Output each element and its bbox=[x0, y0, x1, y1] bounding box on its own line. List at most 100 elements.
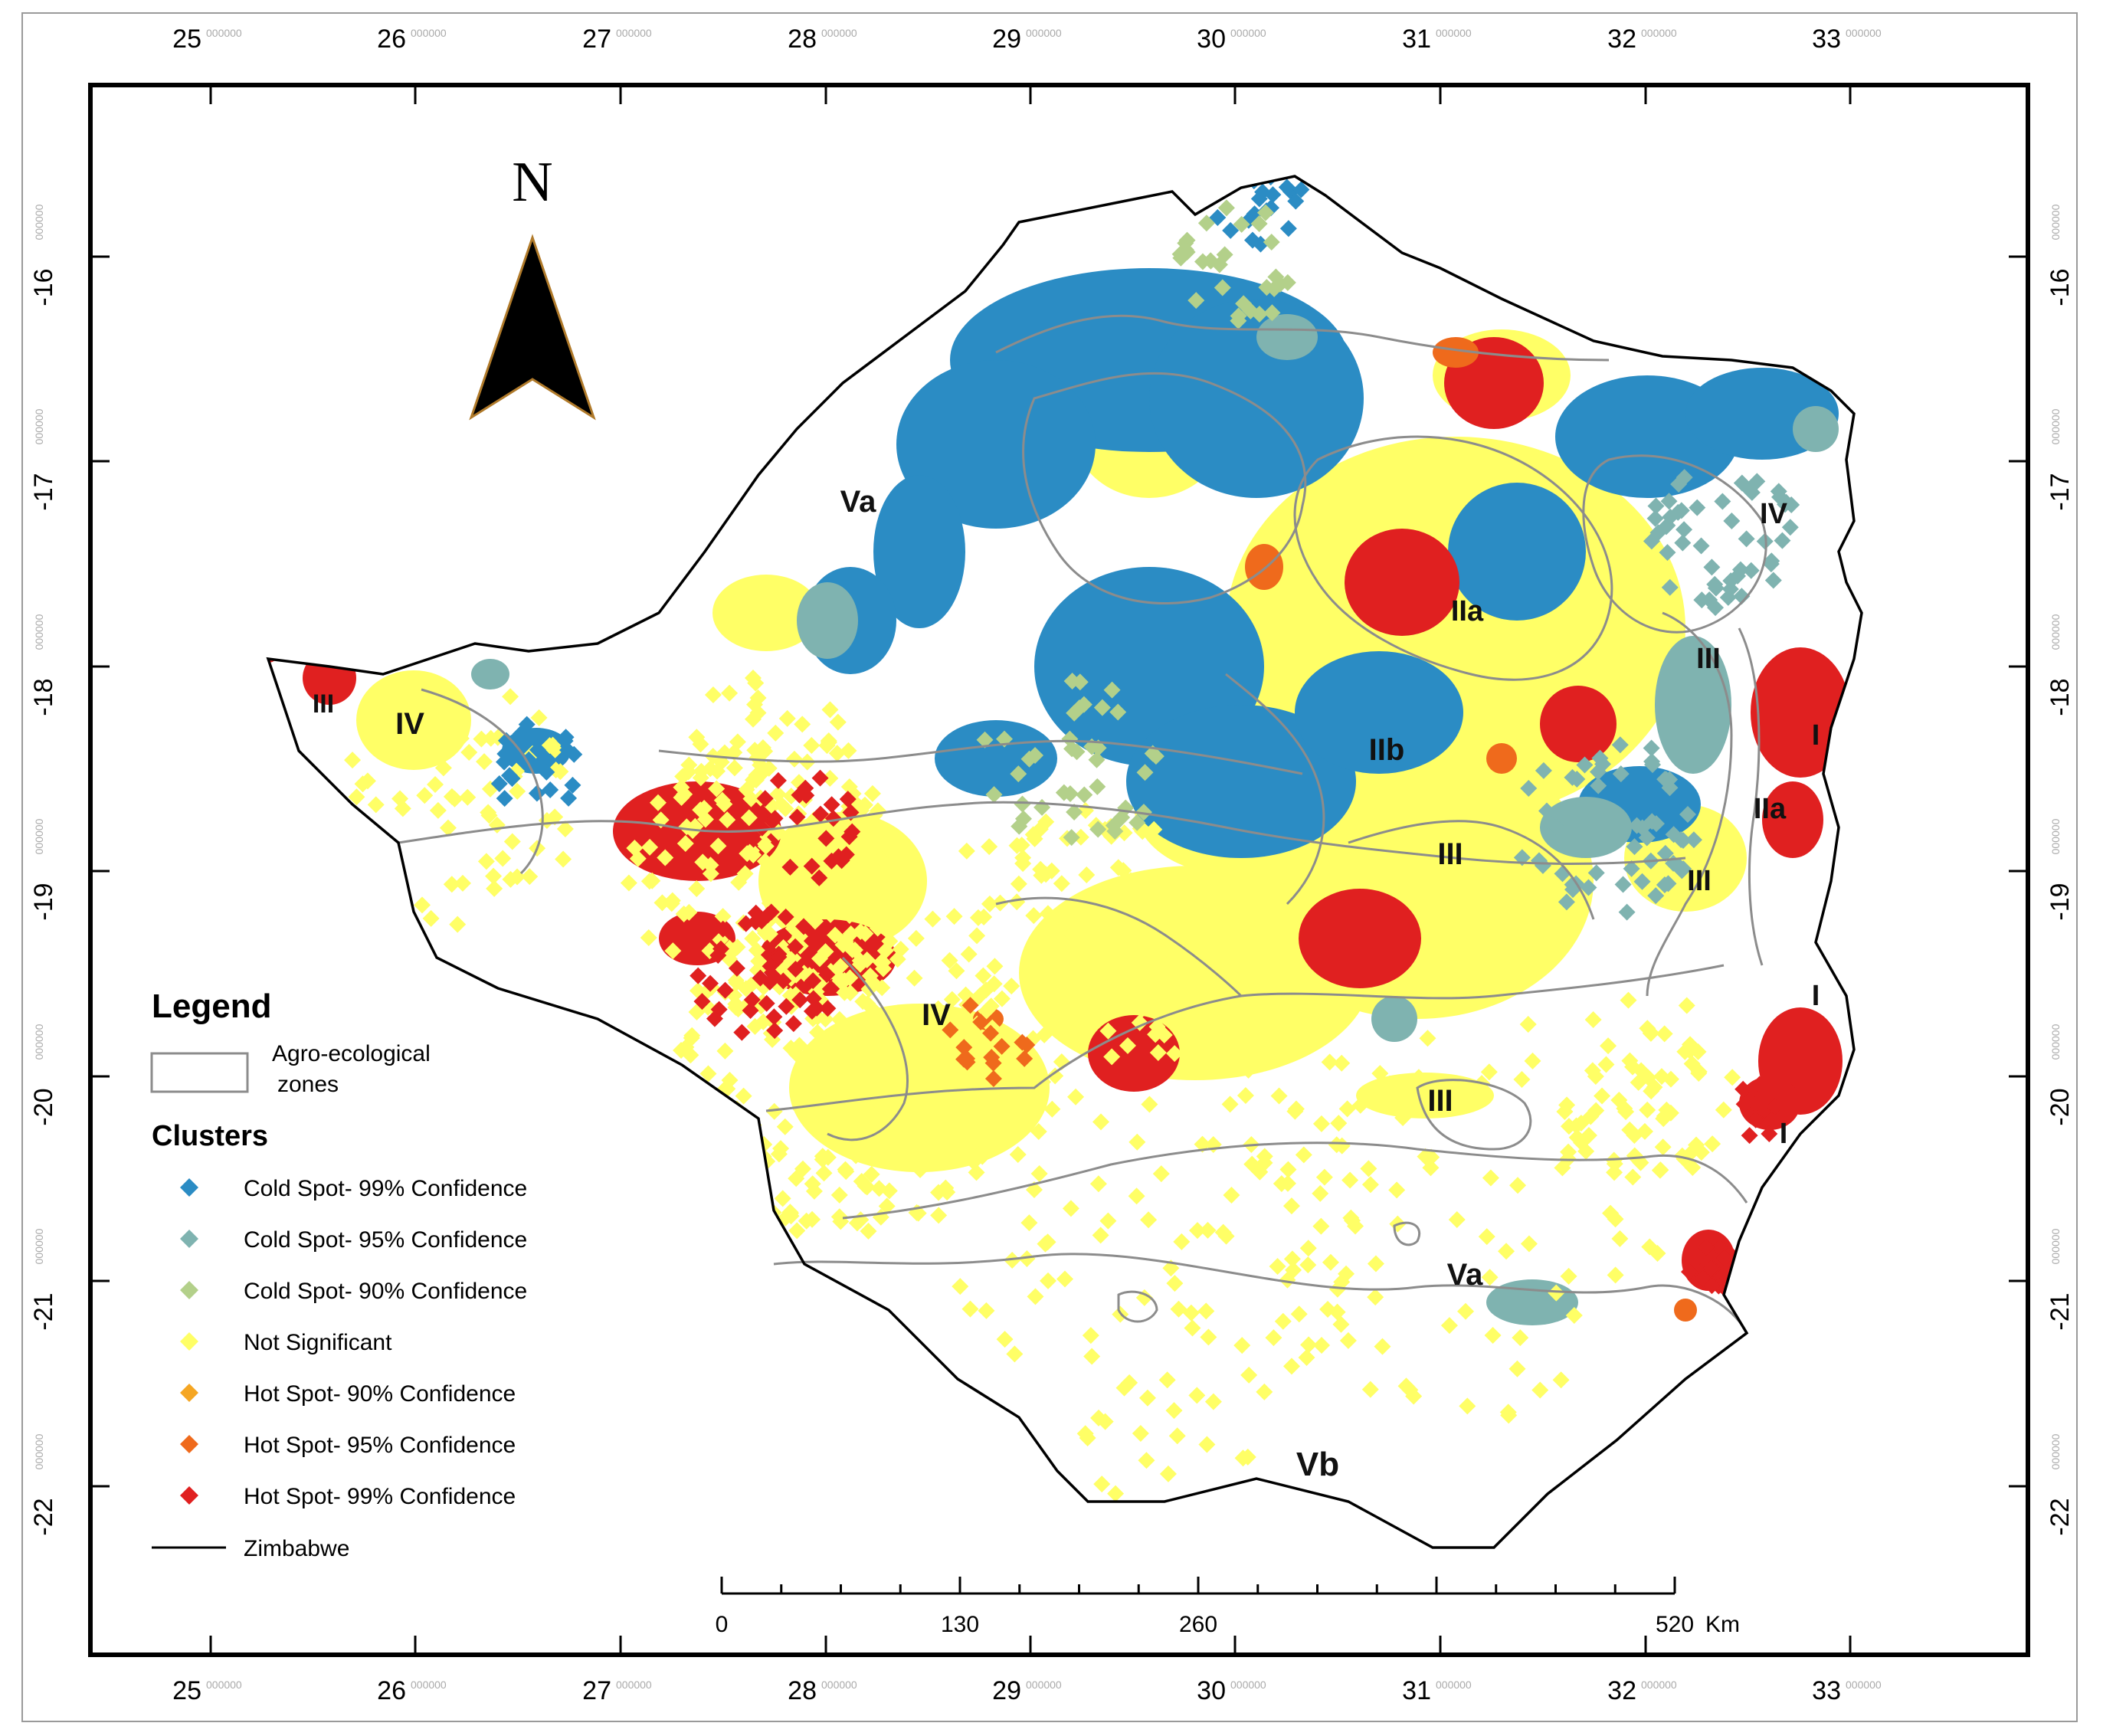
cluster-point bbox=[696, 1142, 714, 1159]
cluster-point bbox=[984, 1054, 1002, 1072]
cluster-point bbox=[745, 830, 762, 848]
zone-label: III bbox=[1427, 1084, 1453, 1118]
cluster-point bbox=[906, 969, 923, 987]
cluster-point bbox=[716, 795, 733, 813]
cluster-point bbox=[736, 1115, 754, 1132]
coordinate-suffix: 000000 bbox=[821, 1679, 857, 1691]
cluster-point bbox=[961, 997, 979, 1014]
cluster-point bbox=[1233, 215, 1250, 233]
cluster-point bbox=[1703, 558, 1721, 576]
cluster-point bbox=[889, 951, 906, 968]
cluster-point bbox=[1374, 1338, 1391, 1355]
cluster-point bbox=[788, 808, 806, 826]
cluster-point bbox=[1602, 1204, 1620, 1222]
outer-frame bbox=[21, 12, 2078, 1722]
agro-zone-swatch bbox=[150, 1052, 249, 1093]
cluster-point bbox=[1367, 1255, 1384, 1273]
cluster-point bbox=[704, 686, 722, 704]
cluster-point bbox=[787, 961, 804, 978]
cluster-point bbox=[664, 942, 682, 960]
cluster-point bbox=[958, 1050, 976, 1067]
cluster-point bbox=[1008, 893, 1026, 911]
cluster-point bbox=[454, 874, 471, 892]
cluster-point bbox=[872, 850, 889, 868]
cluster-point bbox=[1674, 534, 1692, 552]
cluster-point bbox=[1193, 892, 1210, 909]
cluster-point bbox=[1014, 795, 1031, 813]
cluster-point bbox=[934, 1037, 952, 1055]
cluster-point bbox=[1140, 1211, 1158, 1229]
cluster-point bbox=[883, 1109, 900, 1126]
cluster-point bbox=[929, 1000, 947, 1017]
cluster-point bbox=[744, 670, 762, 687]
cluster-point bbox=[1057, 949, 1075, 967]
cluster-point bbox=[1624, 1168, 1642, 1186]
cluster-point bbox=[529, 741, 546, 758]
cluster-point bbox=[734, 1195, 752, 1213]
cluster-point bbox=[649, 794, 667, 811]
cluster-point bbox=[1128, 1187, 1145, 1205]
cluster-point bbox=[1588, 815, 1606, 833]
cluster-point bbox=[1151, 941, 1169, 958]
cluster-point bbox=[791, 991, 809, 1009]
cluster-point bbox=[1367, 1289, 1384, 1306]
cluster-point bbox=[1554, 1159, 1571, 1177]
coordinate-suffix: 000000 bbox=[1026, 27, 1062, 39]
cluster-point bbox=[1733, 588, 1751, 605]
cluster-point bbox=[1394, 1109, 1412, 1126]
cluster-point bbox=[1647, 497, 1665, 515]
latitude-label: -19 bbox=[2046, 883, 2075, 920]
cluster-point bbox=[1689, 499, 1706, 516]
cluster-point bbox=[978, 1302, 995, 1319]
cluster-point bbox=[1020, 750, 1038, 768]
cluster-point bbox=[1312, 1115, 1330, 1132]
cluster-point bbox=[818, 966, 836, 984]
cluster-point bbox=[1188, 1222, 1206, 1240]
cluster-point bbox=[477, 853, 495, 870]
cluster-point bbox=[1061, 730, 1079, 748]
cluster-point bbox=[1011, 1089, 1028, 1106]
cluster-point bbox=[1328, 1303, 1346, 1321]
cluster-point bbox=[1201, 945, 1219, 962]
cluster-point bbox=[1092, 1113, 1110, 1131]
cluster-point bbox=[1656, 1025, 1673, 1043]
cluster-point bbox=[709, 1151, 726, 1168]
longitude-label: 28 bbox=[788, 25, 817, 54]
cluster-point bbox=[1328, 1280, 1346, 1298]
cluster-point bbox=[1145, 821, 1163, 838]
cluster-point bbox=[862, 889, 880, 907]
cluster-point bbox=[1003, 978, 1020, 995]
coordinate-suffix: 000000 bbox=[2049, 614, 2062, 650]
cluster-point bbox=[1698, 1239, 1715, 1256]
cluster-point bbox=[716, 981, 734, 999]
latitude-label: -20 bbox=[2046, 1088, 2075, 1125]
cluster-point bbox=[1670, 475, 1688, 493]
cluster-point bbox=[692, 735, 709, 753]
cluster-point bbox=[1132, 1424, 1149, 1442]
cluster-point bbox=[1752, 1076, 1770, 1094]
cluster-point bbox=[1266, 280, 1283, 297]
legend-item-label: Hot Spot- 95% Confidence bbox=[244, 1433, 516, 1458]
cluster-point bbox=[1285, 1261, 1302, 1279]
legend-title: Legend bbox=[152, 988, 271, 1025]
cluster-point bbox=[772, 1140, 790, 1158]
cluster-point bbox=[1704, 1135, 1721, 1153]
longitude-label: 30 bbox=[1197, 25, 1226, 54]
cluster-point bbox=[1152, 1165, 1170, 1183]
cluster-point bbox=[1250, 215, 1268, 233]
longitude-label: 33 bbox=[1812, 1676, 1841, 1705]
cluster-point bbox=[1611, 736, 1629, 754]
cluster-point bbox=[737, 915, 755, 932]
cluster-point bbox=[1167, 972, 1184, 990]
cluster-point bbox=[459, 788, 477, 806]
cluster-point bbox=[1580, 879, 1597, 896]
cluster-point bbox=[1371, 1065, 1389, 1083]
cluster-point bbox=[766, 810, 784, 827]
cluster-point bbox=[1300, 1336, 1318, 1354]
cluster-point bbox=[728, 974, 745, 991]
coordinate-suffix: 000000 bbox=[206, 1679, 242, 1691]
cluster-point bbox=[728, 959, 745, 977]
cluster-point bbox=[753, 819, 771, 837]
cluster-point bbox=[1199, 1221, 1217, 1239]
